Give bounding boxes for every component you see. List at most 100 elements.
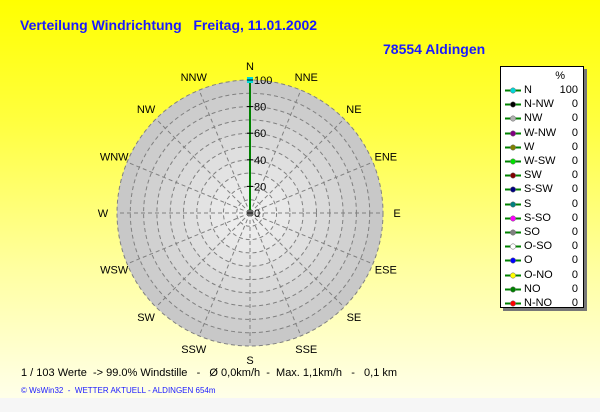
legend-value: 0 [571,169,578,182]
grid-ring [236,199,264,227]
legend-label: SO [524,226,540,238]
legend-item: NW 0 [505,112,578,125]
legend-marker-icon [505,272,521,279]
grid-spoke [249,212,302,337]
legend-value: 0 [571,112,578,125]
legend-value: 0 [571,268,578,281]
grid-ring [222,185,278,241]
legend-marker-icon [505,300,521,307]
direction-label-NW: NW [137,104,156,116]
legend-item: SO 0 [505,226,578,239]
legend-item: S-SO 0 [505,212,578,225]
legend-marker-icon [505,130,521,137]
direction-label-SSW: SSW [181,344,207,356]
bottom-strip [0,398,600,412]
legend-item: NO 0 [505,283,578,296]
legend-item: S-SW 0 [505,183,578,196]
grid-spoke [249,161,374,214]
legend-item: N 100 [505,84,578,97]
chart-title: Verteilung Windrichtung Freitag, 11.01.2… [20,17,318,33]
legend: % N 100 N-NW 0 NW 0 W-NW 0 W 0 W-SW 0 SW 0 S-SW 0 S 0 S-SO… [500,66,584,310]
direction-label-ESE: ESE [375,264,397,276]
legend-marker-icon [505,243,521,250]
legend-label: N-NO [524,297,553,309]
legend-marker-icon [505,87,521,94]
legend-value: 0 [571,126,578,139]
legend-value: 0 [571,98,578,111]
legend-label: NO [524,282,541,295]
direction-label-SSE: SSE [295,344,317,356]
legend-marker-icon [505,158,521,165]
direction-label-W: W [98,208,109,220]
legend-marker-icon [505,286,521,293]
direction-label-SE: SE [347,312,362,324]
legend-label: W-NW [524,126,557,139]
radial-tick-label: 20 [254,181,266,193]
stats-line: 1 / 103 Werte -> 99.0% Windstille - Ø 0,… [21,367,398,379]
legend-label: S-SW [524,183,553,196]
legend-item: O-SO 0 [505,240,578,253]
legend-value: 0 [571,240,578,253]
radial-tick-label: 0 [254,208,260,220]
radial-tick-label: 40 [254,155,266,167]
legend-marker-icon [505,115,521,122]
grid-spoke [155,212,251,308]
legend-label: S [524,197,532,210]
legend-value: 0 [571,297,578,309]
legend-marker-icon [505,229,521,236]
legend-label: N-NW [524,98,554,111]
legend-marker-icon [505,186,521,193]
grid-spoke [249,212,374,265]
direction-label-SW: SW [137,312,155,324]
legend-item: W-SW 0 [505,155,578,168]
direction-label-NNW: NNW [181,72,208,84]
direction-label-WSW: WSW [100,264,129,276]
direction-label-NNE: NNE [295,72,318,84]
radial-tick-label: 80 [254,102,266,114]
legend-value: 0 [571,282,578,295]
legend-marker-icon [505,101,521,108]
legend-unit: % [555,70,565,82]
legend-value: 100 [559,84,578,96]
location-label: 78554 Aldingen [383,41,486,57]
direction-label-NE: NE [346,104,361,116]
grid-spoke [198,89,251,214]
grid-spoke [126,161,251,214]
legend-label: O-SO [524,240,553,253]
direction-label-N: N [246,61,254,73]
legend-label: NW [524,112,543,125]
grid-spoke [198,212,251,337]
radial-tick-label: 100 [254,75,272,87]
legend-item: O-NO 0 [505,269,578,282]
radial-tick-label: 60 [254,128,266,140]
legend-label: SW [524,169,542,182]
grid-spoke [249,89,302,214]
grid-ring [196,159,304,267]
direction-label-WNW: WNW [100,152,129,164]
legend-item: N-NW 0 [505,98,578,111]
legend-marker-icon [505,215,521,222]
legend-value: 0 [571,183,578,196]
grid-spoke [249,118,345,214]
legend-item: SW 0 [505,169,578,182]
legend-value: 0 [571,140,578,153]
direction-label-E: E [393,208,400,220]
grid-spoke [126,212,251,265]
legend-label: O-NO [524,268,553,281]
legend-value: 0 [571,254,578,267]
legend-label: O [524,254,533,267]
legend-label: S-SO [524,211,551,224]
legend-marker-icon [505,257,521,264]
legend-value: 0 [571,155,578,167]
direction-label-S: S [246,355,253,367]
grid-ring [209,172,291,254]
legend-marker-icon [505,201,521,208]
grid-spoke [155,118,251,214]
legend-item: N-NO 0 [505,297,578,310]
legend-value: 0 [571,197,578,210]
legend-item: W-NW 0 [505,127,578,140]
legend-label: W [524,140,535,153]
